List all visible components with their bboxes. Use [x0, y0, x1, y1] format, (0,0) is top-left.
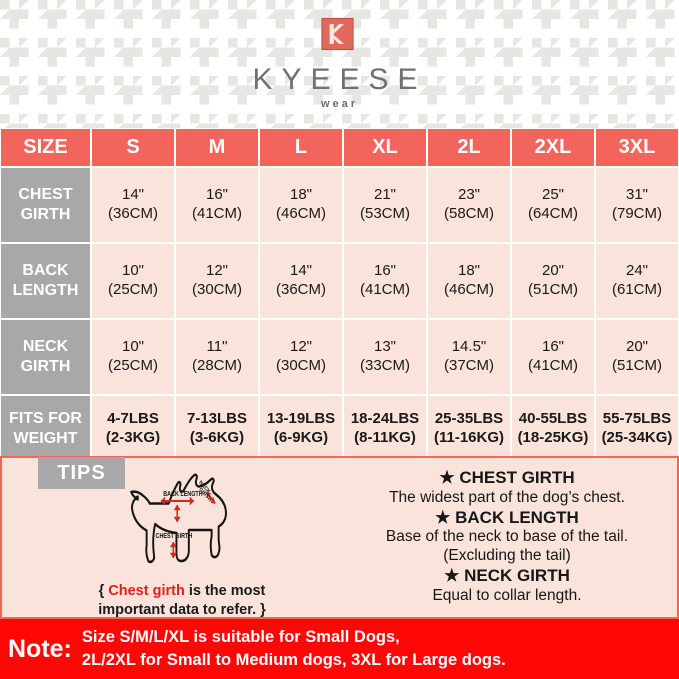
- svg-text:BACK LENGTH: BACK LENGTH: [163, 490, 203, 498]
- svg-text:CHEST GIRTH: CHEST GIRTH: [156, 532, 193, 540]
